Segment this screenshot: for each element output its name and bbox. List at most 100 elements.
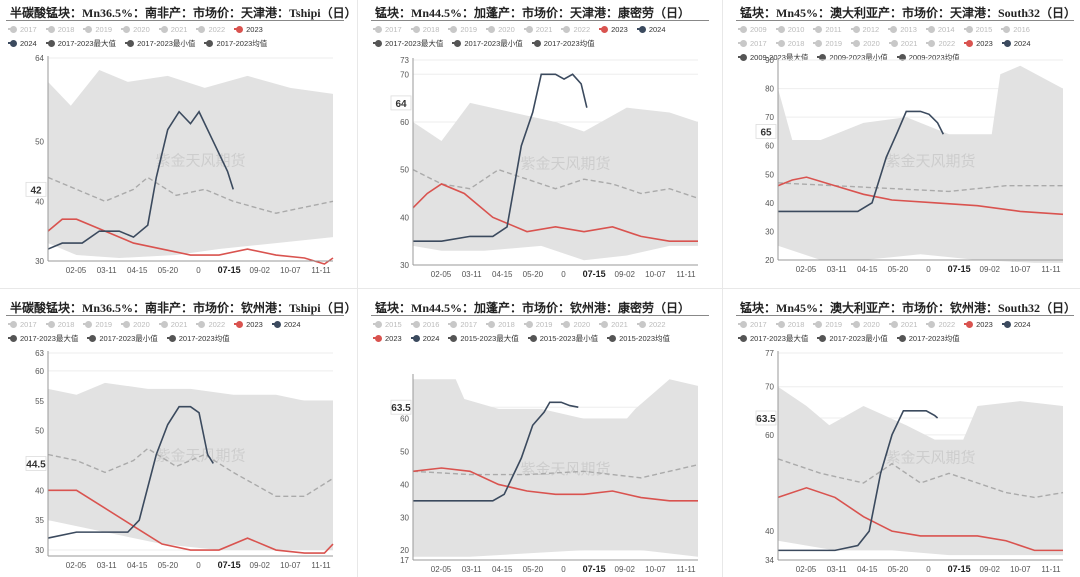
legend-item[interactable]: 2021	[523, 22, 552, 36]
legend-item[interactable]: 2021	[888, 36, 917, 50]
legend-item[interactable]: 2022	[636, 317, 666, 331]
legend-item[interactable]: 2016	[410, 317, 439, 331]
legend-item[interactable]: 2015	[373, 317, 402, 331]
legend-item[interactable]: 2015	[963, 22, 992, 36]
legend-item[interactable]: 2009-2023均值	[896, 50, 960, 64]
legend-item[interactable]: 2024	[636, 22, 666, 36]
legend-item[interactable]: 2017	[738, 317, 767, 331]
legend-item[interactable]: 2024	[1001, 317, 1031, 331]
legend-item[interactable]: 2017-2023最小值	[125, 36, 195, 50]
legend-label: 2024	[1013, 319, 1031, 329]
legend-item[interactable]: 2022	[926, 36, 955, 50]
y-tick-label: 30	[35, 257, 44, 266]
chart-plot: 77 70 60 40 34 紫金天风期货 02-05 03-11 04-15 05-20 0 07-…	[755, 349, 1064, 572]
legend-item[interactable]: 2010	[775, 22, 804, 36]
legend-item[interactable]: 2020	[486, 22, 515, 36]
legend-item[interactable]: 2019	[813, 317, 842, 331]
legend-item[interactable]: 2017	[373, 22, 402, 36]
legend-item[interactable]: 2017-2023最大值	[373, 36, 443, 50]
legend-item[interactable]: 2019	[83, 22, 112, 36]
legend-item[interactable]: 2014	[925, 22, 955, 36]
legend-item[interactable]: 2015-2023最小值	[527, 331, 598, 345]
y-tick-label: 40	[400, 213, 409, 222]
legend-label: 2017	[20, 24, 37, 34]
legend-item[interactable]: 2020	[121, 317, 150, 331]
legend-item[interactable]: 2017	[448, 317, 477, 331]
legend-marker	[450, 320, 458, 328]
legend-item[interactable]: 2019	[523, 317, 552, 331]
x-tick-label: 04-15	[127, 266, 148, 275]
legend-item[interactable]: 2009	[738, 22, 767, 36]
legend-item[interactable]: 2017-2023最小值	[817, 331, 888, 345]
legend-marker	[815, 25, 823, 33]
legend-item[interactable]: 2017-2023最大值	[738, 331, 808, 345]
x-tick-label: 05-20	[158, 266, 179, 275]
legend-item[interactable]: 2017-2023均值	[531, 36, 595, 50]
legend-item[interactable]: 2022	[561, 22, 590, 36]
legend-item[interactable]: 2013	[888, 22, 917, 36]
max-min-band	[48, 382, 333, 551]
legend-item[interactable]: 2009-2023最大值	[738, 50, 808, 64]
legend-item[interactable]: 2023	[599, 22, 628, 36]
legend-item[interactable]: 2021	[158, 317, 187, 331]
x-tick-label: 02-05	[66, 266, 87, 275]
legend-item[interactable]: 2019	[448, 22, 477, 36]
legend-item[interactable]: 2020	[851, 36, 880, 50]
legend-item[interactable]: 2018	[775, 317, 804, 331]
legend-item[interactable]: 2017-2023均值	[166, 331, 230, 345]
legend-item[interactable]: 2021	[599, 317, 628, 331]
legend-item[interactable]: 2017-2023均值	[204, 36, 267, 50]
legend-item[interactable]: 2022	[926, 317, 955, 331]
legend-item[interactable]: 2023	[964, 36, 993, 50]
legend-item[interactable]: 2017-2023最小值	[87, 331, 158, 345]
legend-label: 2017-2023最大值	[20, 333, 79, 343]
legend-marker	[563, 25, 571, 33]
legend-item[interactable]: 2019	[83, 317, 112, 331]
legend-item[interactable]: 2019	[813, 36, 842, 50]
legend-label: 2020	[133, 319, 150, 329]
legend-item[interactable]: 2023	[234, 22, 263, 36]
legend-item[interactable]: 2024	[1001, 36, 1031, 50]
legend-item[interactable]: 2018	[45, 317, 74, 331]
x-tick-label: 11-11	[676, 565, 696, 572]
legend-item[interactable]: 2017	[8, 22, 37, 36]
legend-marker	[852, 25, 860, 33]
legend-item[interactable]: 2021	[158, 22, 187, 36]
legend-item[interactable]: 2017-2023最小值	[452, 36, 523, 50]
legend-item[interactable]: 2018	[45, 22, 74, 36]
chart-panel: 锰块：Mn44.5%：加蓬产：市场价：天津港：康密劳（日） 2017 2018 201…	[365, 0, 715, 277]
legend-label: 2017	[460, 319, 478, 329]
legend-item[interactable]: 2018	[775, 36, 804, 50]
legend-item[interactable]: 2024	[8, 36, 37, 50]
legend-item[interactable]: 2011	[813, 22, 842, 36]
legend-item[interactable]: 2023	[373, 331, 402, 345]
legend-item[interactable]: 2009-2023最小值	[817, 50, 888, 64]
chart-title: 半碳酸锰块：Mn36.5%：南非产：市场价：钦州港：Tshipi（日）	[10, 301, 350, 315]
legend-item[interactable]: 2020	[121, 22, 150, 36]
legend-item[interactable]: 2015-2023均值	[607, 331, 670, 345]
legend-item[interactable]: 2020	[851, 317, 880, 331]
legend-item[interactable]: 2018	[486, 317, 515, 331]
legend-item[interactable]: 2012	[850, 22, 879, 36]
legend-item[interactable]: 2023	[234, 317, 263, 331]
legend-item[interactable]: 2024	[271, 317, 301, 331]
legend-item[interactable]: 2017	[8, 317, 37, 331]
legend-item[interactable]: 2021	[888, 317, 917, 331]
legend-item[interactable]: 2016	[1001, 22, 1030, 36]
legend-item[interactable]: 2017	[738, 36, 767, 50]
legend-item[interactable]: 2015-2023最大值	[448, 331, 519, 345]
legend-item[interactable]: 2017-2023最大值	[8, 331, 78, 345]
legend-item[interactable]: 2022	[196, 317, 225, 331]
legend-label: 2009-2023最小值	[829, 52, 888, 62]
legend-marker	[488, 320, 496, 328]
legend-item[interactable]: 2017-2023最大值	[45, 36, 116, 50]
legend-item[interactable]: 2022	[196, 22, 225, 36]
legend-item[interactable]: 2017-2023均值	[896, 331, 960, 345]
legend-marker	[890, 25, 898, 33]
legend-item[interactable]: 2024	[410, 331, 439, 345]
legend-item[interactable]: 2020	[561, 317, 590, 331]
legend-item[interactable]: 2018	[410, 22, 439, 36]
legend-marker	[375, 320, 382, 328]
chart-title: 锰块：Mn44.5%：加蓬产：市场价：天津港：康密劳（日）	[375, 6, 691, 20]
legend-item[interactable]: 2023	[964, 317, 993, 331]
